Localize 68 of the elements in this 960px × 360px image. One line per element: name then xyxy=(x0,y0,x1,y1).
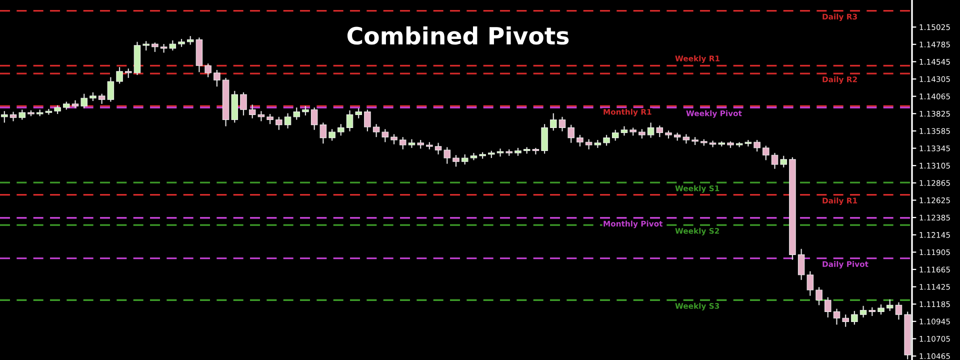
candlestick xyxy=(541,124,548,154)
candlestick xyxy=(709,140,716,148)
candlestick xyxy=(886,298,894,312)
candlestick xyxy=(568,124,574,144)
candlestick xyxy=(328,128,336,142)
candlestick xyxy=(310,106,318,130)
candlestick xyxy=(408,138,416,148)
candlestick xyxy=(142,40,150,52)
candlestick xyxy=(576,134,584,148)
candlestick xyxy=(895,302,902,320)
candlestick xyxy=(152,42,158,52)
candlestick xyxy=(204,62,212,78)
candlestick xyxy=(18,109,26,120)
candlestick xyxy=(620,126,628,136)
candlestick xyxy=(107,76,114,102)
candlestick xyxy=(833,308,840,326)
candlestick xyxy=(1,110,8,124)
candlestick xyxy=(302,105,309,116)
candlestick xyxy=(816,286,822,306)
candlestick xyxy=(612,129,619,142)
candlestick xyxy=(266,113,274,125)
candlestick xyxy=(214,69,220,88)
text: Combined Pivots xyxy=(347,26,569,45)
candlestick xyxy=(338,124,344,136)
candlestick xyxy=(258,110,265,122)
candlestick xyxy=(558,116,566,132)
candlestick xyxy=(116,66,123,84)
candlestick xyxy=(364,109,371,132)
candlestick xyxy=(98,93,106,104)
candlestick xyxy=(754,139,760,152)
candlestick xyxy=(80,93,88,109)
candlestick xyxy=(452,154,460,168)
candlestick xyxy=(240,92,247,116)
candlestick xyxy=(461,154,468,166)
candlestick xyxy=(806,270,814,296)
candlestick xyxy=(382,128,389,143)
candlestick xyxy=(276,116,282,130)
candlestick xyxy=(444,146,451,164)
candlestick xyxy=(638,128,646,140)
candlestick xyxy=(320,122,327,144)
candlestick xyxy=(434,142,442,155)
candlestick xyxy=(169,40,176,52)
candlestick xyxy=(860,305,867,318)
candlestick xyxy=(842,314,849,328)
candlestick xyxy=(762,145,770,161)
candlestick xyxy=(647,122,654,138)
candlestick xyxy=(603,134,610,146)
candlestick xyxy=(125,68,132,78)
candlestick xyxy=(550,112,557,132)
candlestick xyxy=(656,124,664,138)
candlestick xyxy=(824,296,832,318)
candlestick xyxy=(585,138,592,150)
candlestick xyxy=(346,110,354,132)
candlestick xyxy=(10,111,17,122)
candlestick xyxy=(355,108,362,119)
candlestick xyxy=(878,304,884,316)
candlestick xyxy=(496,148,504,158)
candlestick xyxy=(798,248,805,280)
candlestick xyxy=(682,134,690,144)
candlestick xyxy=(399,136,406,150)
candlestick xyxy=(248,104,256,119)
candlestick xyxy=(851,310,858,326)
candlestick xyxy=(372,124,380,138)
candlestick xyxy=(293,106,300,120)
candlestick xyxy=(284,112,292,129)
candlestick xyxy=(390,134,398,145)
candlestick xyxy=(771,152,778,170)
candlestick xyxy=(780,155,787,168)
